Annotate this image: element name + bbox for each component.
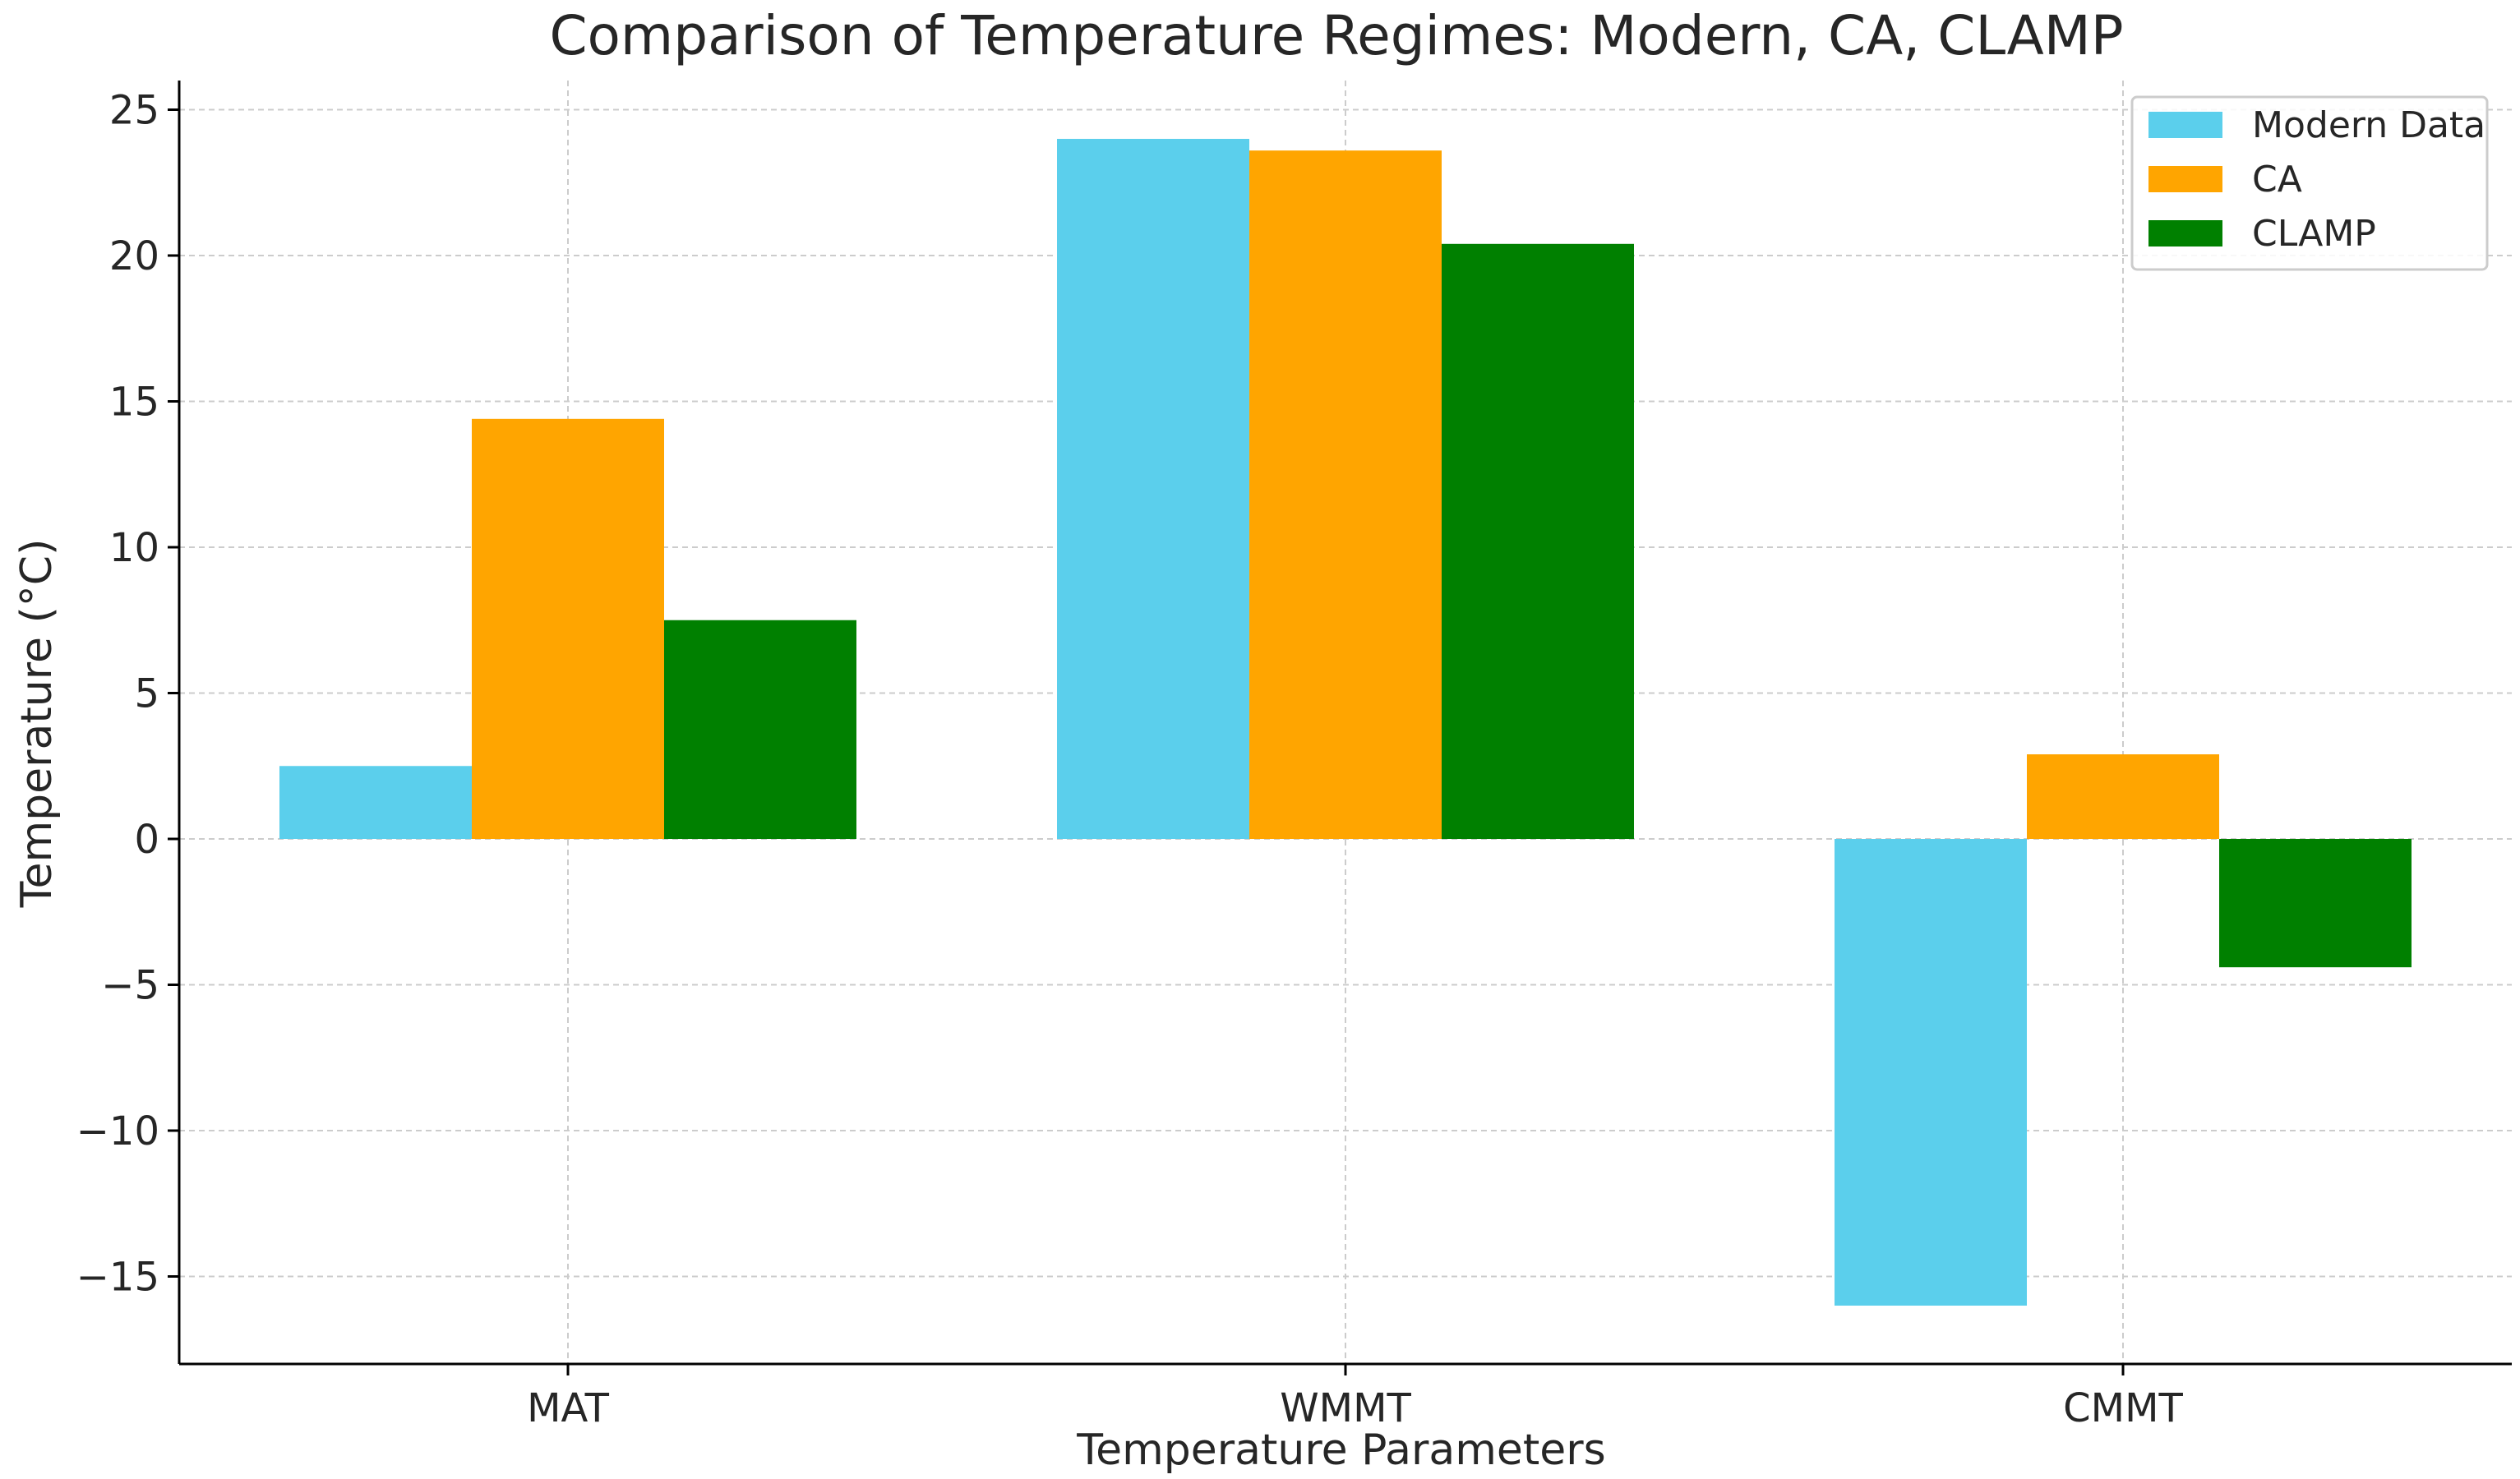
y-tick-label: −5 bbox=[101, 963, 159, 1009]
y-tick-label: 20 bbox=[109, 233, 159, 279]
bars-layer bbox=[279, 139, 2412, 1306]
y-tick-label: 10 bbox=[109, 525, 159, 571]
y-tick-label: −15 bbox=[76, 1255, 159, 1301]
y-tick-label: 15 bbox=[109, 380, 159, 426]
legend-label-clamp: CLAMP bbox=[2252, 213, 2376, 255]
chart-title: Comparison of Temperature Regimes: Moder… bbox=[549, 4, 2123, 67]
bar-wmmt-ca bbox=[1249, 150, 1442, 839]
legend: Modern Data CA CLAMP bbox=[2130, 95, 2489, 271]
legend-swatch-modern-data bbox=[2148, 112, 2222, 138]
legend-label-ca: CA bbox=[2252, 159, 2302, 200]
y-tick-label: 0 bbox=[134, 817, 159, 863]
y-tick-label: 25 bbox=[109, 88, 159, 134]
bar-mat-ca bbox=[472, 418, 664, 839]
bar-wmmt-clamp bbox=[1442, 243, 1634, 839]
bar-mat-modern-data bbox=[279, 766, 472, 839]
legend-swatch-ca bbox=[2148, 166, 2222, 192]
x-axis-title: Temperature Parameters bbox=[1076, 1426, 1606, 1475]
bar-cmmt-ca bbox=[2027, 754, 2219, 839]
bar-mat-clamp bbox=[664, 620, 856, 839]
bar-wmmt-modern-data bbox=[1057, 139, 1249, 839]
legend-label-modern-data: Modern Data bbox=[2252, 104, 2485, 146]
y-axis-title: Temperature (°C) bbox=[12, 539, 62, 909]
ticks-layer: −15 −10 −5 0 5 10 15 20 25 MAT WMMT CMMT bbox=[76, 88, 2184, 1432]
y-tick-label: 5 bbox=[134, 671, 159, 717]
y-tick-label: −10 bbox=[76, 1108, 159, 1154]
x-tick-label-cmmt: CMMT bbox=[2063, 1385, 2183, 1431]
bar-cmmt-modern-data bbox=[1835, 839, 2027, 1306]
legend-items: Modern Data CA CLAMP bbox=[2148, 104, 2485, 255]
bar-cmmt-clamp bbox=[2219, 839, 2412, 968]
legend-swatch-clamp bbox=[2148, 220, 2222, 246]
x-tick-label-mat: MAT bbox=[527, 1385, 610, 1431]
x-tick-label-wmmt: WMMT bbox=[1280, 1385, 1411, 1431]
